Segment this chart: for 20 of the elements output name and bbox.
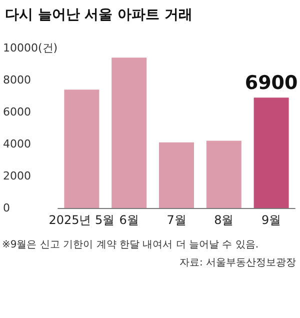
- x-tick-label: 2025년 5월: [48, 213, 115, 227]
- bar: [64, 90, 100, 208]
- data-label: 6900: [244, 72, 298, 94]
- x-tick-label: 9월: [261, 213, 282, 227]
- bar: [159, 142, 194, 208]
- text: 자료: 서울부동산정보광장: [179, 258, 296, 268]
- text: ※9월은 신고 기한이 계약 한달 내여서 더 늘어날 수 있음.: [2, 240, 259, 250]
- bar: [206, 140, 242, 208]
- y-tick-label: 6000: [3, 106, 31, 118]
- x-tick-label: 6월: [119, 213, 139, 227]
- y-tick-label: 10000(건): [3, 42, 58, 54]
- y-tick-label: 0: [3, 202, 10, 214]
- chart-title: 다시 늘어난 서울 아파트 거래: [5, 7, 192, 23]
- y-tick-label: 4000: [3, 138, 31, 150]
- y-tick-label: 8000: [3, 74, 31, 86]
- bar: [254, 98, 289, 208]
- x-tick-label: 7월: [166, 213, 186, 227]
- x-tick-label: 8월: [214, 213, 234, 227]
- y-tick-label: 2000: [3, 170, 31, 182]
- bar: [112, 58, 147, 208]
